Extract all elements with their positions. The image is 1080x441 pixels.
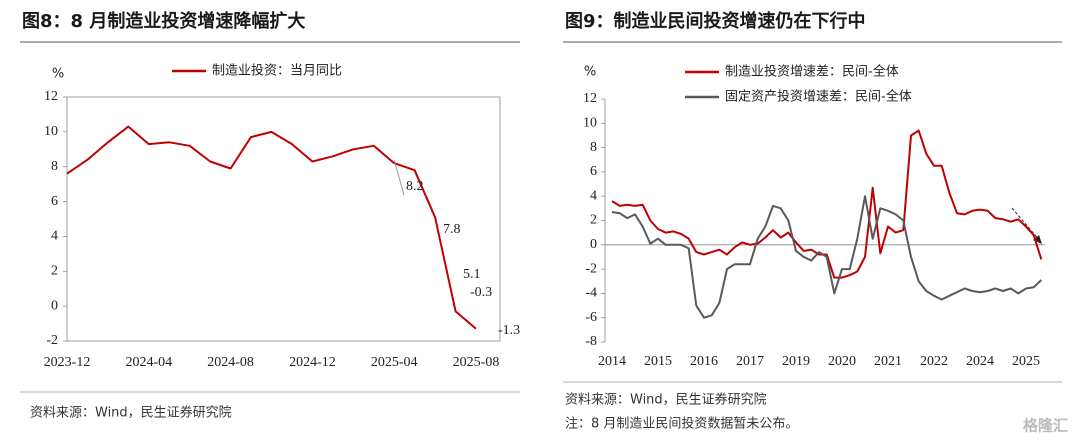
y-tick-label: 6 [51,194,58,209]
y-tick-label: -2 [46,333,58,348]
watermark: 格隆汇 [1023,417,1068,435]
chart-title: 图8：8 月制造业投资增速降幅扩大 [22,10,305,32]
y-axis-unit: % [584,65,596,80]
footnote: 注：8 月制造业民间投资数据暂未公布。 [565,416,798,432]
x-tick-label: 2015 [644,354,672,369]
y-tick-label: 6 [590,164,597,179]
label-leader [393,160,405,196]
y-tick-label: 10 [583,116,597,131]
x-tick-label: 2024-12 [289,355,336,370]
series-line [66,125,477,330]
series-line [611,129,1043,279]
x-tick-label: 2024-04 [125,355,172,370]
source-note: 资料来源：Wind，民生证券研究院 [30,405,232,421]
data-label: -0.3 [470,285,492,300]
y-tick-label: 10 [44,124,58,139]
data-label: 7.8 [443,222,461,237]
y-tick-label: -4 [585,286,597,301]
y-tick-label: 8 [590,140,597,155]
y-tick-label: 12 [44,89,58,104]
x-tick-label: 2016 [690,354,718,369]
x-tick-label: 2024 [966,354,994,369]
x-tick-label: 2021 [874,354,902,369]
y-tick-label: -2 [585,261,597,276]
source-note: 资料来源：Wind，民生证券研究院 [565,392,767,408]
x-tick-label: 2025 [1012,354,1040,369]
y-tick-label: 8 [51,159,58,174]
y-tick-label: 2 [590,213,597,228]
x-tick-label: 2025-04 [371,355,418,370]
data-label: -1.3 [498,323,520,338]
plot-frame [66,96,501,342]
y-tick-label: 2 [51,264,58,279]
x-tick-label: 2014 [598,354,626,369]
legend-label: 固定资产投资增速差：民间-全体 [725,89,912,105]
legend-label: 制造业投资增速差：民间-全体 [725,64,899,80]
y-tick-label: 0 [590,237,597,252]
y-axis-unit: % [52,67,64,82]
y-tick-label: 0 [51,298,58,313]
x-tick-label: 2022 [920,354,948,369]
data-label: 5.1 [463,267,481,282]
x-tick-label: 2024-08 [207,355,254,370]
y-tick-label: -8 [585,334,597,349]
y-tick-label: 4 [51,229,58,244]
x-tick-label: 2025-08 [453,355,500,370]
y-tick-label: -6 [585,310,597,325]
arrow-head [1033,235,1042,244]
series-line [611,195,1042,319]
x-tick-label: 2023-12 [44,355,91,370]
x-tick-label: 2017 [736,354,764,369]
chart-title: 图9：制造业民间投资增速仍在下行中 [565,10,866,32]
data-label: 8.2 [406,179,424,194]
y-tick-label: 4 [590,188,597,203]
legend-label: 制造业投资：当月同比 [212,63,342,79]
x-tick-label: 2019 [782,354,810,369]
trend-arrow [1011,207,1041,242]
x-tick-label: 2020 [828,354,856,369]
y-tick-label: 12 [583,91,597,106]
